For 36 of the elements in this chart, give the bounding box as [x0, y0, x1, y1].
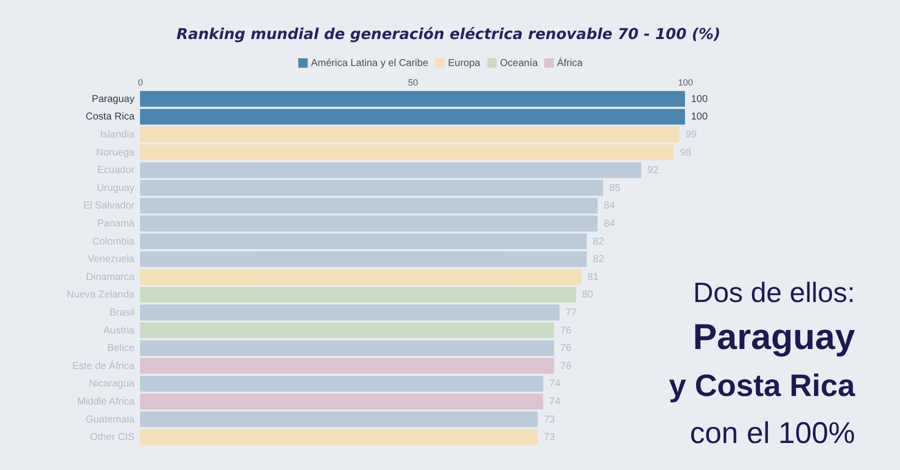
legend-label: Oceanía: [500, 58, 538, 69]
text: Dos de ellos:: [693, 277, 855, 308]
bar: [140, 340, 554, 356]
text: con el 100%: [690, 417, 855, 450]
annotation: y Costa Rica: [668, 368, 856, 403]
x-tick-label: 50: [408, 78, 418, 88]
bar: [140, 198, 598, 214]
bar: [140, 286, 576, 303]
bar: [140, 322, 554, 338]
bar: [140, 251, 587, 268]
bar: [140, 411, 538, 428]
bar: [140, 429, 538, 446]
bar: [140, 268, 582, 285]
legend-label: América Latina y el Caribe: [311, 58, 429, 69]
x-tick-label: 0: [138, 78, 144, 88]
bar: [140, 358, 554, 374]
y-tick-label: Costa Rica: [86, 112, 135, 123]
text: Paraguay: [692, 316, 855, 357]
x-tick-label: 100: [678, 78, 694, 88]
y-tick-label: Paraguay: [92, 94, 134, 105]
bar: [140, 393, 544, 410]
bar: [140, 180, 604, 196]
legend-label: Europa: [448, 58, 481, 69]
bar: [140, 126, 680, 143]
data-label: 100: [691, 112, 708, 123]
bar: [140, 215, 598, 232]
chart-title: Ranking mundial de generación eléctrica renovable 70 - 100 (%): [176, 25, 720, 43]
bar: [140, 376, 544, 392]
data-label: 100: [691, 94, 708, 105]
bar: [140, 144, 674, 160]
bar: [140, 162, 642, 178]
bar: [140, 233, 587, 250]
bar: [140, 108, 685, 125]
bar: [140, 90, 685, 107]
bar: [140, 304, 560, 321]
legend-label: África: [557, 57, 583, 69]
